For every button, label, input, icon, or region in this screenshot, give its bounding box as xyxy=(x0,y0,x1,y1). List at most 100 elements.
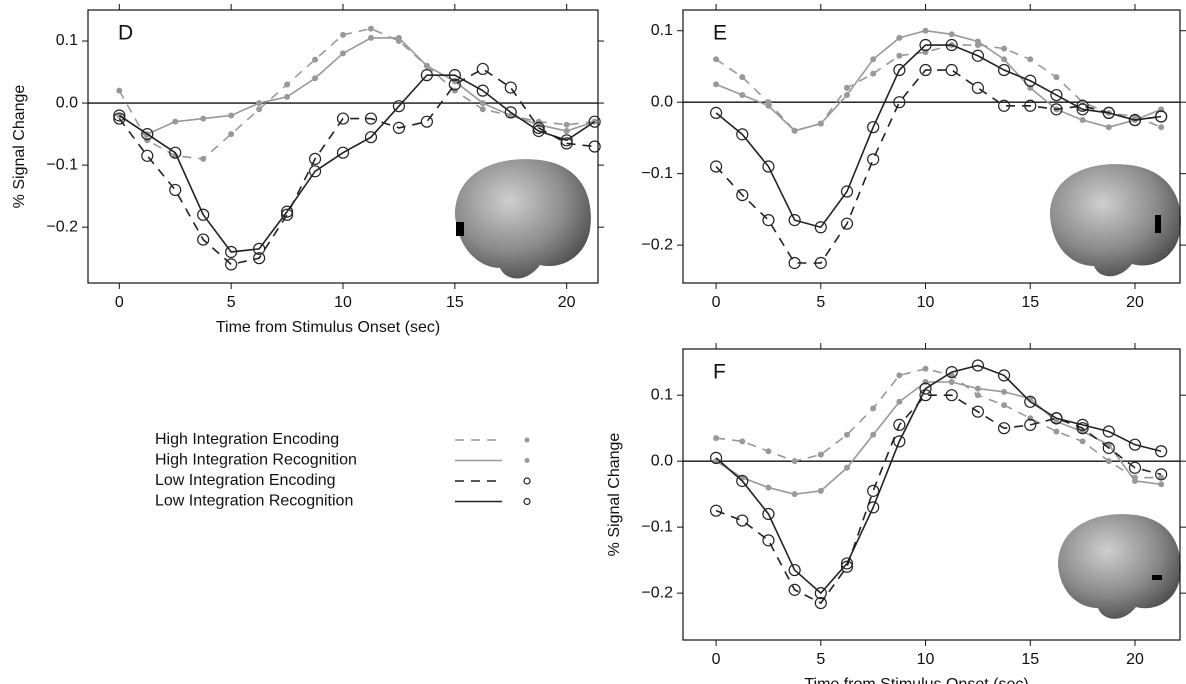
data-point xyxy=(1102,425,1115,438)
data-point xyxy=(1079,117,1086,124)
data-point xyxy=(870,405,877,412)
data-point xyxy=(395,34,402,41)
y-tick-label: −0.1 xyxy=(46,156,78,173)
data-point xyxy=(336,112,350,125)
series-line xyxy=(715,367,1162,479)
data-point xyxy=(948,31,955,38)
legend-label: High Integration Encoding xyxy=(155,431,339,448)
data-point xyxy=(843,464,850,471)
data-point xyxy=(1027,56,1034,63)
data-point xyxy=(843,431,850,438)
data-point xyxy=(144,137,151,144)
data-point xyxy=(336,146,350,159)
data-point xyxy=(1102,106,1115,120)
y-tick-label: 0.0 xyxy=(56,94,78,111)
data-point xyxy=(448,69,461,82)
data-point xyxy=(392,121,406,134)
data-point xyxy=(1155,110,1168,123)
data-point xyxy=(817,451,824,458)
data-point xyxy=(870,56,877,63)
data-point xyxy=(945,389,958,402)
data-point xyxy=(560,137,573,150)
data-point xyxy=(739,438,746,445)
data-point xyxy=(284,81,291,88)
legend-marker xyxy=(523,497,531,506)
data-point xyxy=(713,56,720,63)
x-tick-label: 5 xyxy=(227,294,236,311)
data-point xyxy=(476,84,489,97)
data-point xyxy=(997,99,1011,112)
x-tick-label: 5 xyxy=(816,651,825,668)
data-point xyxy=(312,56,319,63)
data-point xyxy=(736,128,749,141)
data-point xyxy=(997,369,1011,382)
plot-frame xyxy=(682,9,1181,284)
data-point xyxy=(280,205,294,218)
data-point xyxy=(1076,418,1089,431)
series-line xyxy=(118,37,595,136)
brain-e xyxy=(1050,164,1181,277)
data-point xyxy=(739,74,746,81)
data-point xyxy=(893,418,906,431)
y-tick-label: −0.1 xyxy=(641,165,673,182)
data-point xyxy=(1076,422,1089,435)
data-point xyxy=(1105,124,1112,131)
y-tick-label: 0.1 xyxy=(56,32,78,49)
data-point xyxy=(1024,74,1037,87)
data-point xyxy=(588,140,601,153)
x-tick-label: 10 xyxy=(917,651,935,668)
data-point xyxy=(1131,477,1138,484)
data-point xyxy=(739,92,746,99)
data-point xyxy=(922,365,929,372)
data-point xyxy=(563,127,570,134)
data-point xyxy=(893,63,906,77)
data-point xyxy=(762,214,775,227)
data-point xyxy=(736,474,749,488)
data-point xyxy=(814,256,827,270)
data-point xyxy=(948,378,955,385)
y-tick-label: −0.2 xyxy=(46,218,78,235)
data-point xyxy=(1128,113,1142,127)
data-point xyxy=(709,504,723,517)
series-line xyxy=(715,44,1162,132)
data-point xyxy=(814,596,827,610)
data-point xyxy=(709,106,723,120)
legend-marker xyxy=(524,458,530,463)
data-point xyxy=(1128,438,1142,451)
brain-f xyxy=(1058,514,1181,619)
data-point xyxy=(228,131,235,138)
data-point xyxy=(197,208,210,221)
data-point xyxy=(788,256,801,270)
data-point xyxy=(893,435,906,448)
data-point xyxy=(971,405,984,418)
data-point xyxy=(843,84,850,91)
x-tick-label: 15 xyxy=(446,294,464,311)
data-point xyxy=(423,62,430,69)
data-point xyxy=(588,115,601,128)
data-point xyxy=(762,534,775,547)
data-point xyxy=(225,245,238,259)
data-point xyxy=(1079,438,1086,445)
data-point xyxy=(504,106,517,119)
data-point xyxy=(788,214,801,227)
series-line xyxy=(118,68,595,266)
legend: High Integration Encoding High Integratio… xyxy=(155,431,531,510)
legend-marker xyxy=(523,477,531,485)
series-line xyxy=(715,44,1162,229)
data-point xyxy=(736,188,749,202)
data-point xyxy=(1053,428,1060,435)
data-point xyxy=(532,124,545,138)
x-tick-label: 5 xyxy=(816,294,825,311)
data-point xyxy=(765,102,772,109)
data-point xyxy=(1155,445,1168,458)
data-point xyxy=(762,160,775,173)
data-point xyxy=(420,69,433,82)
plot-frame xyxy=(682,348,1181,641)
data-point xyxy=(867,121,880,134)
legend-label: High Integration Recognition xyxy=(155,452,357,469)
data-point xyxy=(870,431,877,438)
data-point xyxy=(919,63,932,77)
data-point xyxy=(817,487,824,494)
data-point xyxy=(1024,395,1037,408)
data-point xyxy=(256,106,263,113)
